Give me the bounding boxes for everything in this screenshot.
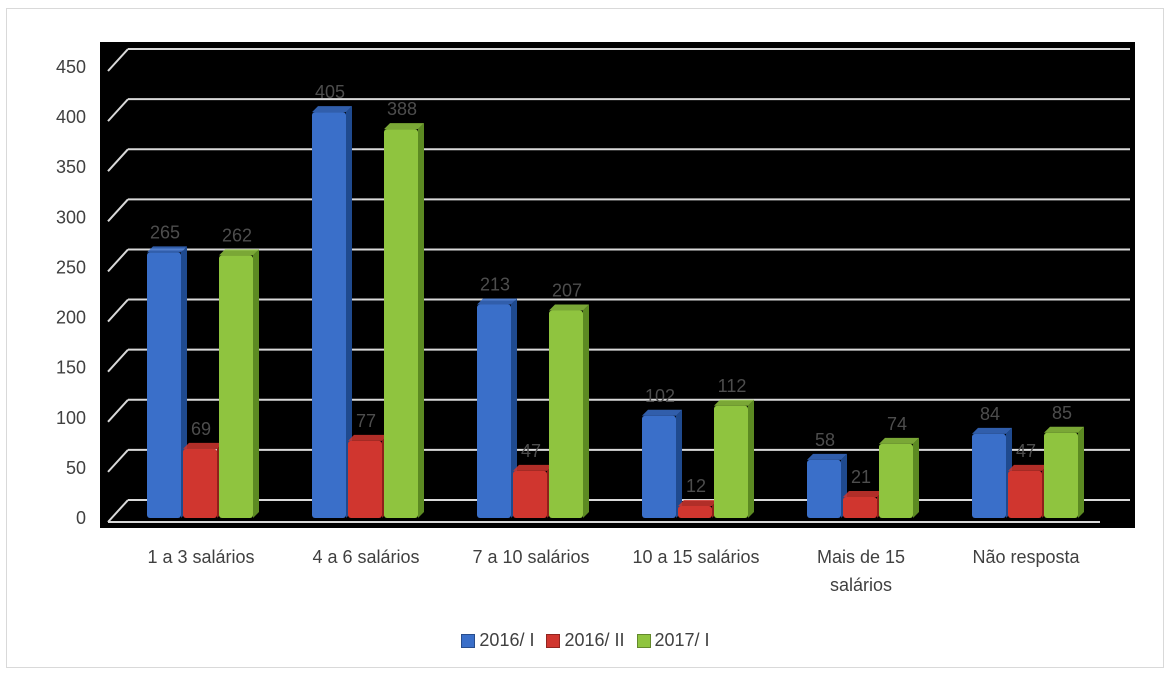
y-tick-label: 0 [76, 508, 86, 528]
x-category-label: 7 a 10 salários [472, 547, 589, 567]
gridline [107, 148, 1130, 172]
x-category-label: Mais de 15 [817, 547, 905, 567]
data-label: 213 [480, 275, 510, 295]
y-tick-label: 400 [56, 107, 86, 127]
legend-swatch [546, 633, 561, 648]
x-category-label: 10 a 15 salários [632, 547, 759, 567]
bar [384, 123, 424, 519]
bar [513, 464, 553, 518]
y-tick-label: 450 [56, 57, 86, 77]
legend-swatch [636, 633, 651, 648]
data-label: 102 [645, 386, 675, 406]
data-label: 74 [887, 414, 907, 434]
bar [678, 499, 718, 518]
data-label: 69 [191, 419, 211, 439]
bar [477, 298, 517, 518]
bar [312, 106, 352, 518]
y-tick-label: 300 [56, 207, 86, 227]
legend-swatch [461, 633, 476, 648]
bar [1008, 464, 1048, 518]
bar [807, 453, 847, 518]
x-category-label: salários [830, 575, 892, 595]
data-label: 265 [150, 222, 180, 242]
bar [1044, 426, 1084, 518]
gridline [107, 448, 1130, 473]
bar [879, 437, 919, 518]
legend-item: 2016/ II [546, 630, 625, 651]
bar [348, 434, 388, 518]
x-category-label: Não resposta [972, 547, 1080, 567]
gridline [107, 298, 1130, 323]
data-label: 262 [222, 225, 252, 245]
data-label: 21 [851, 467, 871, 487]
bar [147, 246, 187, 518]
legend-item: 2017/ I [636, 630, 710, 651]
gridline [107, 348, 1130, 373]
legend-label: 2016/ I [479, 630, 535, 650]
plot-background [100, 42, 1135, 528]
bar [972, 427, 1012, 518]
bar [219, 249, 259, 518]
bar [183, 442, 223, 518]
data-label: 12 [686, 476, 706, 496]
y-tick-label: 150 [56, 358, 86, 378]
data-label: 84 [980, 404, 1000, 424]
data-label: 207 [552, 281, 582, 301]
legend-label: 2017/ I [654, 630, 710, 650]
y-tick-label: 250 [56, 257, 86, 277]
y-tick-label: 100 [56, 408, 86, 428]
data-label: 47 [1016, 441, 1036, 461]
bar [843, 490, 883, 518]
bar [714, 399, 754, 518]
gridline [107, 198, 1130, 223]
y-tick-label: 200 [56, 308, 86, 328]
gridline [107, 98, 1130, 122]
gridline [107, 499, 1130, 523]
data-label: 58 [815, 430, 835, 450]
data-label: 388 [387, 99, 417, 119]
x-category-label: 1 a 3 salários [147, 547, 254, 567]
x-category-label: 4 a 6 salários [312, 547, 419, 567]
y-tick-label: 50 [66, 458, 86, 478]
bar [549, 304, 589, 518]
data-label: 112 [718, 376, 747, 396]
data-label: 77 [356, 411, 376, 431]
bar [642, 409, 682, 518]
data-label: 47 [521, 441, 541, 461]
gridline [107, 398, 1130, 423]
gridline [107, 248, 1130, 273]
legend: 2016/ I 2016/ II 2017/ I [0, 630, 1171, 653]
y-tick-label: 350 [56, 157, 86, 177]
gridline [107, 48, 1130, 72]
legend-item: 2016/ I [461, 630, 534, 651]
data-label: 405 [315, 82, 345, 102]
data-label: 85 [1052, 403, 1072, 423]
legend-label: 2016/ II [564, 630, 625, 650]
